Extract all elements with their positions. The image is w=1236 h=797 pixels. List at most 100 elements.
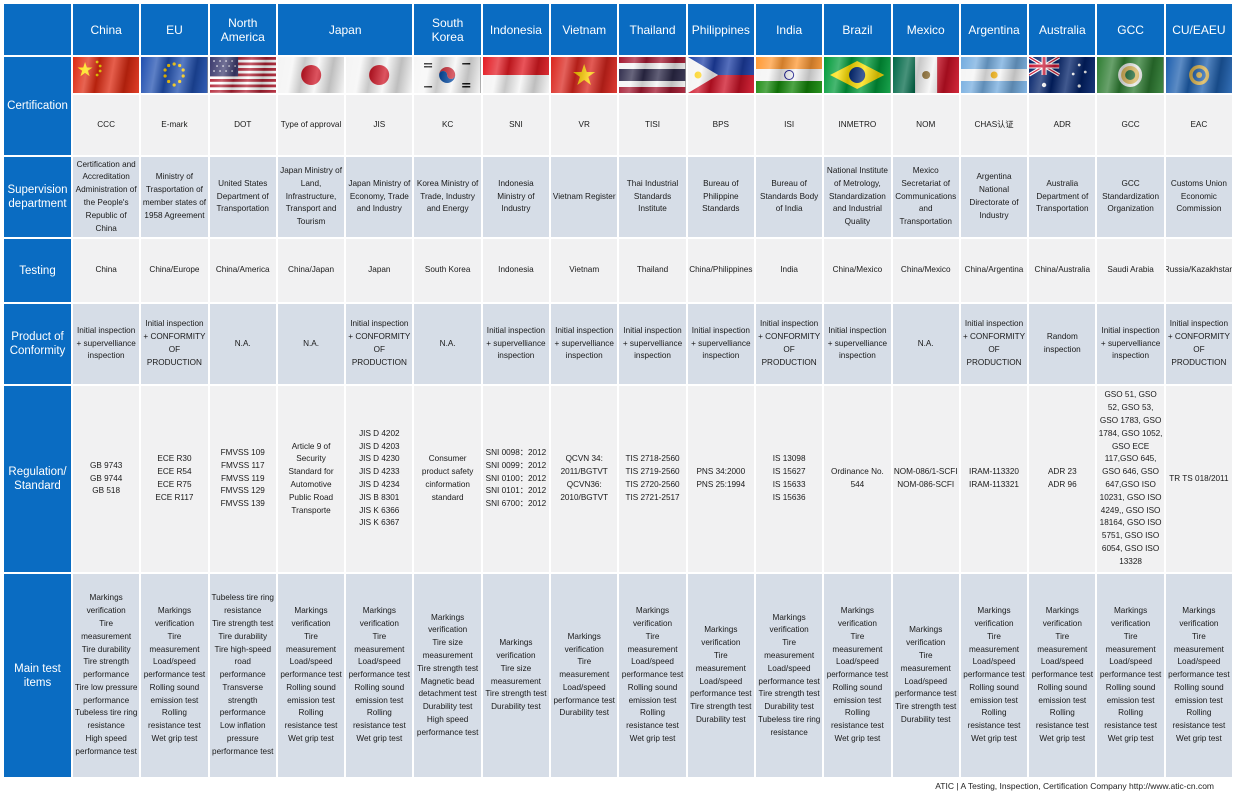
region-name: Australia [1038,22,1086,37]
conformity-text: Initial inspection + supervelliance insp… [827,325,888,361]
row-label-text: Supervision department [7,184,68,210]
regulation-text: Consumer product safety cinformation sta… [421,454,474,502]
cert-cell: TISI [619,95,686,155]
cert-cell: ISI [755,95,823,155]
tests-cell: Tubeless tire ring resistance Tire stren… [209,574,276,777]
conformity-text: Initial inspection + CONFORMITY OF PRODU… [758,319,821,367]
supervision-cell: United States Department of Transportati… [209,157,276,237]
testing-text: South Korea [424,265,471,275]
row-label-text: Main test items [14,662,61,689]
regulation-cell: JIS D 4202 JIS D 4203 JIS D 4230 JIS D 4… [346,386,413,572]
regulation-text: GB 9743 GB 9744 GB 518 [89,460,123,496]
tests-cell: Markings verification Tire measurement L… [346,574,413,777]
testing-text: China [95,265,117,275]
cert-text: Type of approval [280,119,342,129]
cert-cell: INMETRO [824,95,891,155]
gcc-flag-icon [1097,57,1164,93]
testing-cell: Vietnam [551,239,618,302]
cert-text: NOM [916,119,936,129]
regulation-text: PNS 34:2000 PNS 25:1994 [696,467,746,489]
india-flag-icon [755,57,823,93]
supervision-text: Vietnam Register [552,191,616,201]
testing-text: China/Japan [288,265,335,275]
tests-text: Markings verification Tire measurement L… [690,625,752,724]
conformity-cell: Initial inspection + CONFORMITY OF PRODU… [1165,304,1233,384]
region-header: GCC [1097,4,1164,55]
tests-text: Markings verification Tire measurement L… [826,606,889,744]
regulation-cell: QCVN 34: 2011/BGTVT QCVN36: 2010/BGTVT [551,386,618,572]
testing-text: China/Argentina [964,265,1024,275]
supervision-text: Certification and Accreditation Administ… [75,159,137,233]
tests-cell: Markings verification Tire measurement L… [141,574,208,777]
tests-text: Markings verification Tire measurement L… [621,606,684,744]
cert-text: DOT [234,119,252,129]
testing-cell: China/Australia [1029,239,1096,302]
region-name: Japan [328,22,362,37]
regulation-text: IRAM-113320 IRAM-113321 [969,467,1019,489]
thailand-flag-icon [619,57,686,93]
supervision-text: Indonesia Ministry of Industry [497,178,535,214]
region-header: Thailand [619,4,686,55]
cert-cell: ADR [1029,95,1096,155]
region-header: Brazil [824,4,891,55]
testing-text: China/Philippines [689,265,753,275]
conformity-cell: Initial inspection + supervelliance insp… [551,304,618,384]
testing-cell: China/America [209,239,276,302]
regulation-cell: Ordinance No. 544 [824,386,891,572]
cert-text: E-mark [161,119,188,129]
conformity-cell: Initial inspection + supervelliance insp… [73,304,140,384]
conformity-cell: Initial inspection + CONFORMITY OF PRODU… [960,304,1028,384]
cert-text: BPS [712,119,730,129]
philippines-flag-icon [687,57,754,93]
cert-text: INMETRO [838,119,877,129]
cert-cell: Type of approval [277,95,345,155]
supervision-cell: Customs Union Economic Commission [1165,157,1233,237]
supervision-cell: National Institute of Metrology, Standar… [824,157,891,237]
tests-text: Markings verification Tire measurement L… [1031,606,1094,744]
tests-label: Main test items [4,574,71,777]
australia-flag-icon [1029,57,1096,93]
cert-text: JIS [373,119,386,129]
regulation-text: Ordinance No. 544 [831,467,884,489]
region-name: EU [166,22,183,37]
regulation-cell: ECE R30 ECE R54 ECE R75 ECE R117 [141,386,208,572]
cert-cell: KC [414,95,481,155]
regulation-cell: IS 13098 IS 15627 IS 15633 IS 15636 [755,386,823,572]
testing-cell: Russia/Kazakhstan [1165,239,1233,302]
supervision-cell: Japan Ministry of Economy, Trade and Ind… [346,157,413,237]
region-name: GCC [1117,22,1144,37]
region-name: South Korea [431,15,464,44]
tests-cell: Markings verification Tire measurement L… [619,574,686,777]
cert-cell: NOM [892,95,959,155]
conformity-text: Random inspection [1043,332,1081,354]
testing-cell: China/Argentina [960,239,1028,302]
supervision-text: Japan Ministry of Land, Infrastructure, … [280,166,342,227]
conformity-text: Initial inspection + supervelliance insp… [1100,325,1161,361]
certification-comparison-table: China EU North America Japan South Korea Indo… [4,4,1233,777]
testing-label: Testing [4,239,71,302]
regulation-cell: Consumer product safety cinformation sta… [414,386,481,572]
supervision-text: Thai Industrial Standards Institute [626,178,679,214]
regulation-text: GSO 51, GSO 52, GSO 53, GSO 1783, GSO 17… [1098,390,1163,566]
region-name: China [90,22,122,37]
testing-text: China/Mexico [900,265,951,275]
tests-text: Markings verification Tire measurement L… [963,606,1025,744]
supervision-cell: Ministry of Trasportation of member stat… [141,157,208,237]
supervision-cell: Certification and Accreditation Administ… [73,157,140,237]
regulation-cell: GSO 51, GSO 52, GSO 53, GSO 1783, GSO 17… [1097,386,1164,572]
cert-cell: EAC [1165,95,1233,155]
conformity-cell: N.A. [277,304,345,384]
tests-cell: Markings verification Tire measurement L… [892,574,959,777]
conformity-text: Initial inspection + supervelliance insp… [486,325,546,361]
testing-text: Vietnam [569,265,600,275]
korea-flag-icon [414,57,481,93]
row-label-text: Certification [7,100,68,112]
supervision-cell: Thai Industrial Standards Institute [619,157,686,237]
cert-cell: BPS [687,95,754,155]
testing-cell: South Korea [414,239,481,302]
usa-flag-icon [209,57,276,93]
conformity-cell: Initial inspection + supervelliance insp… [482,304,550,384]
testing-cell: China/Europe [141,239,208,302]
conformity-text: Initial inspection + supervelliance insp… [76,325,136,361]
region-header: CU/EAEU [1165,4,1233,55]
